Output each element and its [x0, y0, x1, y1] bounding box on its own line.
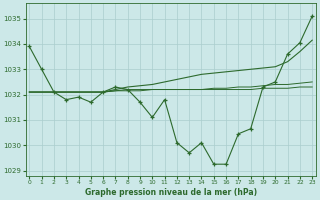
X-axis label: Graphe pression niveau de la mer (hPa): Graphe pression niveau de la mer (hPa) — [85, 188, 257, 197]
